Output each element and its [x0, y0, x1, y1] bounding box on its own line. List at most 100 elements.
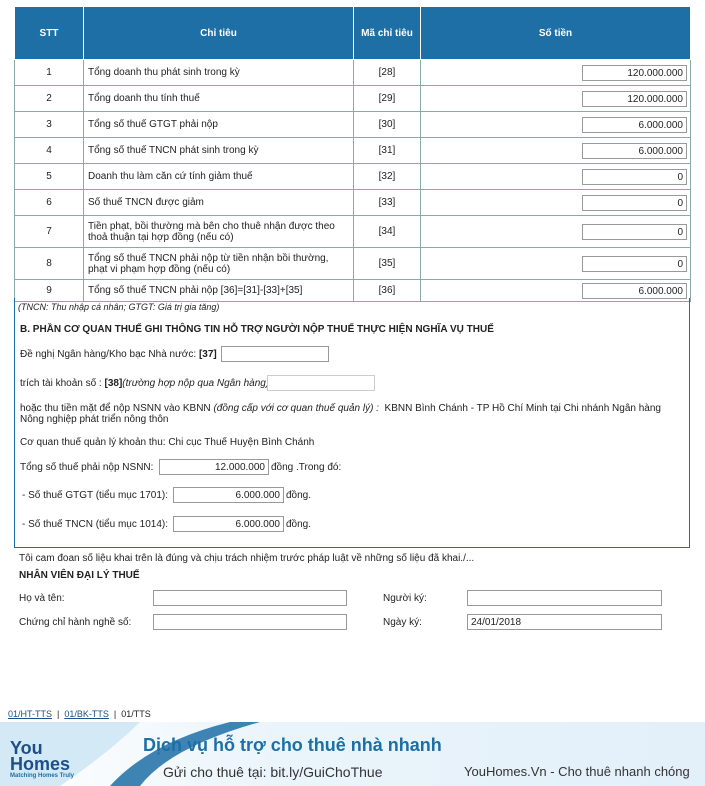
stt-cell: 6: [14, 189, 84, 216]
header-cell: Mã chỉ tiêu: [353, 6, 421, 60]
tncn-suffix: đồng.: [286, 519, 312, 530]
item-cell: Tiền phạt, bồi thường mà bên cho thuê nh…: [83, 215, 354, 248]
date-input[interactable]: 24/01/2018: [467, 614, 662, 630]
amount-input[interactable]: 6.000.000: [582, 116, 687, 133]
value: KBNN Bình Chánh - TP Hồ Chí Minh tại Chi…: [20, 403, 661, 425]
amount-cell: 0: [420, 247, 691, 280]
bank-input[interactable]: [221, 346, 329, 362]
amount-input[interactable]: 0: [582, 223, 687, 240]
hint: (trường hợp nộp qua Ngân hàng): [122, 378, 270, 389]
item-cell: Tổng số thuế TNCN phải nộp từ tiền nhận …: [83, 247, 354, 280]
signer-label: Người ký:: [383, 593, 427, 604]
name-label: Họ và tên:: [19, 593, 65, 604]
amount-input[interactable]: 0: [582, 168, 687, 185]
code-cell: [33]: [353, 189, 421, 216]
code-cell: [30]: [353, 111, 421, 138]
account-input[interactable]: [267, 375, 375, 391]
stt-cell: 9: [14, 279, 84, 302]
bank-line: Đề nghị Ngân hàng/Kho bạc Nhà nước: [37]: [20, 349, 217, 360]
table-row: 8 Tổng số thuế TNCN phải nộp từ tiền nhận…: [14, 247, 691, 280]
item-cell: Số thuế TNCN được giảm: [83, 189, 354, 216]
header-cell: Chỉ tiêu: [83, 6, 354, 60]
amount-input[interactable]: 0: [582, 194, 687, 211]
table-row: 3 Tổng số thuế GTGT phải nộp [30] 6.000.000: [14, 111, 691, 138]
signer-input[interactable]: [467, 590, 662, 606]
logo-top: You: [10, 738, 43, 758]
item-cell: Tổng doanh thu tính thuế: [83, 85, 354, 112]
section-title: B. PHẦN CƠ QUAN THUẾ GHI THÔNG TIN HỖ TR…: [20, 324, 494, 335]
table-row: 1 Tổng doanh thu phát sinh trong kỳ [28] 12…: [14, 59, 691, 86]
table-row: 9 Tổng số thuế TNCN phải nộp [36]=[31]-[3…: [14, 279, 691, 302]
header-row: STT Chỉ tiêu Mã chỉ tiêu Số tiền: [14, 6, 691, 60]
tabs: 01/HT-TTS | 01/BK-TTS | 01/TTS: [8, 709, 151, 719]
amount-input[interactable]: 6.000.000: [582, 142, 687, 159]
amount-cell: 6.000.000: [420, 279, 691, 302]
table-row: 7 Tiền phạt, bồi thường mà bên cho thuê n…: [14, 215, 691, 248]
tab[interactable]: 01/BK-TTS: [64, 709, 109, 719]
section-box: [14, 298, 690, 548]
label: hoặc thu tiền mặt để nộp NSNN vào KBNN: [20, 403, 211, 414]
tab-current[interactable]: 01/TTS: [121, 709, 151, 719]
name-input[interactable]: [153, 590, 347, 606]
banner-subtitle: Gửi cho thuê tại: bit.ly/GuiChoThue: [163, 764, 383, 780]
total-suffix: đồng .Trong đó:: [271, 462, 342, 473]
code-cell: [28]: [353, 59, 421, 86]
cert-input[interactable]: [153, 614, 347, 630]
stt-cell: 8: [14, 247, 84, 280]
table-body: 1 Tổng doanh thu phát sinh trong kỳ [28] 12…: [14, 59, 691, 302]
agent-title: NHÂN VIÊN ĐẠI LÝ THUẾ: [19, 570, 140, 581]
tax-table: STT Chỉ tiêu Mã chỉ tiêu Số tiền 1 Tổng d…: [14, 6, 691, 302]
header-cell: STT: [14, 6, 84, 60]
agency: Cơ quan thuế quản lý khoản thu: Chi cục …: [20, 437, 315, 448]
stt-cell: 4: [14, 137, 84, 164]
total-input[interactable]: 12.000.000: [159, 459, 269, 475]
account-line: trích tài khoản số : [38](trường hợp nộp…: [20, 378, 269, 389]
label: trích tài khoản số :: [20, 378, 102, 389]
logo-bottom: Homes: [10, 754, 71, 774]
cash-line: hoặc thu tiền mặt để nộp NSNN vào KBNN (…: [20, 403, 685, 425]
cert-label: Chứng chỉ hành nghề số:: [19, 617, 132, 628]
code-cell: [35]: [353, 247, 421, 280]
logo-tagline: Matching Homes Truly: [10, 773, 75, 779]
code-cell: [34]: [353, 215, 421, 248]
note: (TNCN: Thu nhập cá nhân; GTGT: Giá trị g…: [18, 302, 220, 312]
gtgt-input[interactable]: 6.000.000: [173, 487, 284, 503]
banner-swoosh: [0, 722, 260, 786]
item-cell: Tổng số thuế TNCN phát sinh trong kỳ: [83, 137, 354, 164]
logo: You Homes: [10, 738, 71, 774]
amount-cell: 6.000.000: [420, 137, 691, 164]
amount-input[interactable]: 120.000.000: [582, 90, 687, 107]
total-label: Tổng số thuế phải nộp NSNN:: [20, 462, 154, 473]
tncn-label: - Số thuế TNCN (tiểu mục 1014):: [22, 519, 168, 530]
table-row: 5 Doanh thu làm căn cứ tính giảm thuế [32]…: [14, 163, 691, 190]
hint: (đồng cấp với cơ quan thuế quản lý) :: [213, 403, 379, 414]
code-cell: [36]: [353, 279, 421, 302]
stt-cell: 7: [14, 215, 84, 248]
header-cell: Số tiền: [420, 6, 691, 60]
gtgt-suffix: đồng.: [286, 490, 312, 501]
stt-cell: 5: [14, 163, 84, 190]
code-cell: [31]: [353, 137, 421, 164]
code: [37]: [198, 349, 217, 360]
banner: You Homes Matching Homes Truly Dịch vụ hỗ…: [0, 722, 705, 786]
tncn-input[interactable]: 6.000.000: [173, 516, 284, 532]
date-label: Ngày ký:: [383, 617, 422, 628]
label: Đề nghị Ngân hàng/Kho bạc Nhà nước:: [20, 349, 197, 360]
amount-cell: 0: [420, 189, 691, 216]
amount-cell: 0: [420, 215, 691, 248]
amount-input[interactable]: 6.000.000: [582, 282, 687, 299]
amount-cell: 120.000.000: [420, 59, 691, 86]
table-row: 6 Số thuế TNCN được giảm [33] 0: [14, 189, 691, 216]
code-cell: [29]: [353, 85, 421, 112]
stt-cell: 1: [14, 59, 84, 86]
stt-cell: 3: [14, 111, 84, 138]
amount-input[interactable]: 0: [582, 255, 687, 272]
amount-input[interactable]: 120.000.000: [582, 64, 687, 81]
tab[interactable]: 01/HT-TTS: [8, 709, 53, 719]
gtgt-label: - Số thuế GTGT (tiểu mục 1701):: [22, 490, 168, 501]
item-cell: Tổng số thuế GTGT phải nộp: [83, 111, 354, 138]
item-cell: Tổng số thuế TNCN phải nộp [36]=[31]-[33…: [83, 279, 354, 302]
code: [38]: [104, 378, 123, 389]
